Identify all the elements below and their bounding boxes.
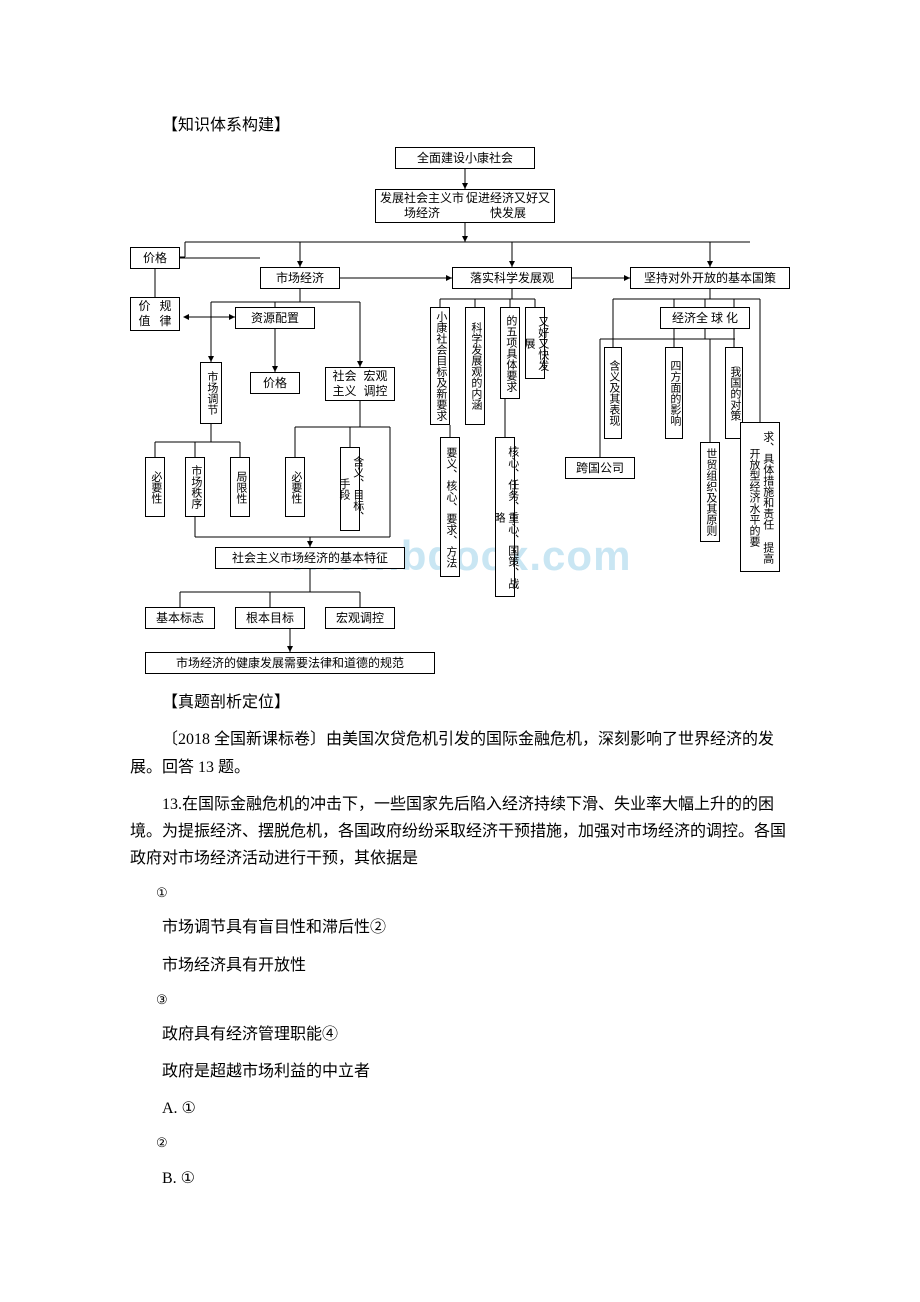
section-title-1: 【知识体系构建】 <box>130 112 790 139</box>
node-n_valuelaw: 价值规律 <box>130 297 180 331</box>
node-n_goal: 根本目标 <box>235 607 305 629</box>
node-n_openreq: 求、具体措施和责任 提高开放型经济水平的要 <box>740 422 780 572</box>
node-n_resalloc: 资源配置 <box>235 307 315 329</box>
choice-B: B. ① <box>130 1165 790 1192</box>
diagram-edges <box>130 147 790 677</box>
knowledge-diagram: 全面建设小康社会发展社会主义市场经济促进经济又好又快发展价格价值规律市场经济资源… <box>130 147 790 677</box>
node-n_socmac: 社会主义宏观调控 <box>325 367 395 401</box>
node-n_yiyi: 要义、核心、要求、方法 <box>440 437 460 577</box>
node-n_glob: 经济全 球 化 <box>660 307 750 329</box>
opt-4: 政府是超越市场利益的中立者 <box>130 1058 790 1085</box>
node-n_top: 全面建设小康社会 <box>395 147 535 169</box>
node-n_kxnei: 科学发展观的内涵 <box>465 307 485 425</box>
node-n_order: 市场秩序 <box>185 457 205 517</box>
node-n_core: 核心、任务、重心、国策、战略 <box>495 437 515 597</box>
opt-3: 政府具有经济管理职能④ <box>130 1021 790 1048</box>
opt-2: 市场经济具有开放性 <box>130 952 790 979</box>
node-n_biyao2: 必要性 <box>285 457 305 517</box>
node-n_sub: 发展社会主义市场经济促进经济又好又快发展 <box>375 189 555 223</box>
opt-circ-1: ① <box>130 882 790 904</box>
node-n_hy: 含义及其表现 <box>604 347 622 439</box>
node-n_biyao: 必要性 <box>145 457 165 517</box>
node-n_five: 的五项具体要求 <box>500 307 520 399</box>
node-n_tezheng: 社会主义市场经济的基本特征 <box>215 547 405 569</box>
question-intro: 〔2018 全国新课标卷〕由美国次贷危机引发的国际金融危机，深刻影响了世界经济的… <box>130 726 790 780</box>
choice-A: A. ① <box>130 1095 790 1122</box>
node-n_hymb: 含义、目标、手段 <box>340 447 360 531</box>
node-n_four: 四方面的影响 <box>665 347 683 439</box>
node-n_multi: 跨国公司 <box>565 457 635 479</box>
node-n_limit: 局限性 <box>230 457 250 517</box>
question-stem: 13.在国际金融危机的冲击下，一些国家先后陷入经济持续下滑、失业率大幅上升的的困… <box>130 791 790 873</box>
node-n_sci: 落实科学发展观 <box>452 267 572 289</box>
node-n_goodfast: 又好又快发展 <box>525 307 545 379</box>
node-n_mkt: 市场经济 <box>260 267 340 289</box>
node-n_macro: 宏观调控 <box>325 607 395 629</box>
node-n_price2: 价格 <box>250 372 300 394</box>
opt-1: 市场调节具有盲目性和滞后性② <box>130 914 790 941</box>
node-n_mktadj: 市场调节 <box>200 362 222 424</box>
choice-A2: ② <box>130 1132 790 1154</box>
node-n_wto: 世贸组织及其原则 <box>700 442 720 542</box>
node-n_bottom: 市场经济的健康发展需要法律和道德的规范 <box>145 652 435 674</box>
opt-circ-3: ③ <box>130 989 790 1011</box>
node-n_price: 价格 <box>130 247 180 269</box>
node-n_basic: 基本标志 <box>145 607 215 629</box>
node-n_xk: 小康社会目标及新要求 <box>430 307 450 425</box>
node-n_open: 坚持对外开放的基本国策 <box>630 267 790 289</box>
section-title-2: 【真题剖析定位】 <box>130 689 790 716</box>
